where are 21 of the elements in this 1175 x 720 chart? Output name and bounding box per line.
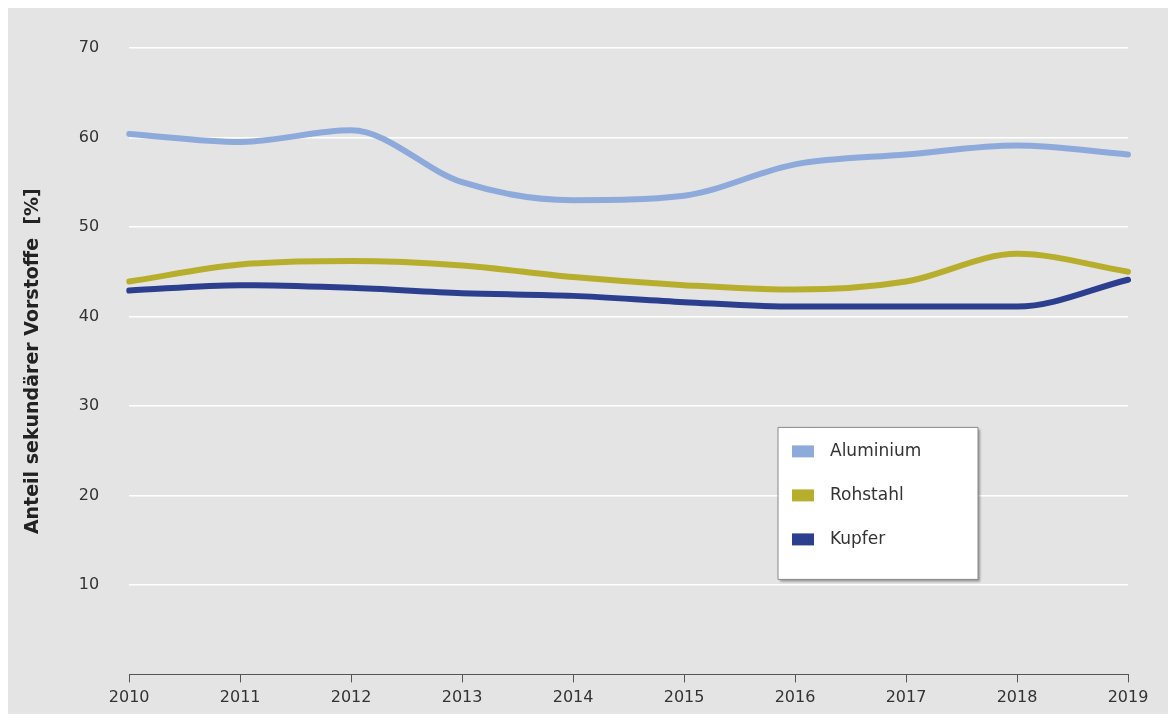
legend-label: Kupfer [830,527,886,548]
x-tick-label: 2015 [663,687,705,707]
x-tick-label: 2017 [885,687,927,707]
x-tick-label: 2018 [996,687,1038,707]
y-tick-label: 60 [78,126,100,146]
y-axis-title: Anteil sekundärer Vorstoffe [%] [20,188,43,535]
x-tick-label: 2016 [774,687,816,707]
x-tick-label: 2010 [108,687,150,707]
y-tick-label: 50 [78,216,100,236]
x-tick-label: 2013 [441,687,483,707]
x-tick-label: 2019 [1107,687,1149,707]
x-tick-label: 2011 [219,687,261,707]
y-tick-label: 30 [78,395,100,415]
y-tick-label: 40 [78,305,100,325]
legend-label: Aluminium [830,439,922,460]
y-tick-label: 10 [78,574,100,594]
legend-label: Rohstahl [830,483,904,504]
x-tick-label: 2014 [552,687,594,707]
x-tick-label: 2012 [330,687,372,707]
y-tick-label: 20 [78,484,100,504]
y-tick-label: 70 [78,37,100,57]
